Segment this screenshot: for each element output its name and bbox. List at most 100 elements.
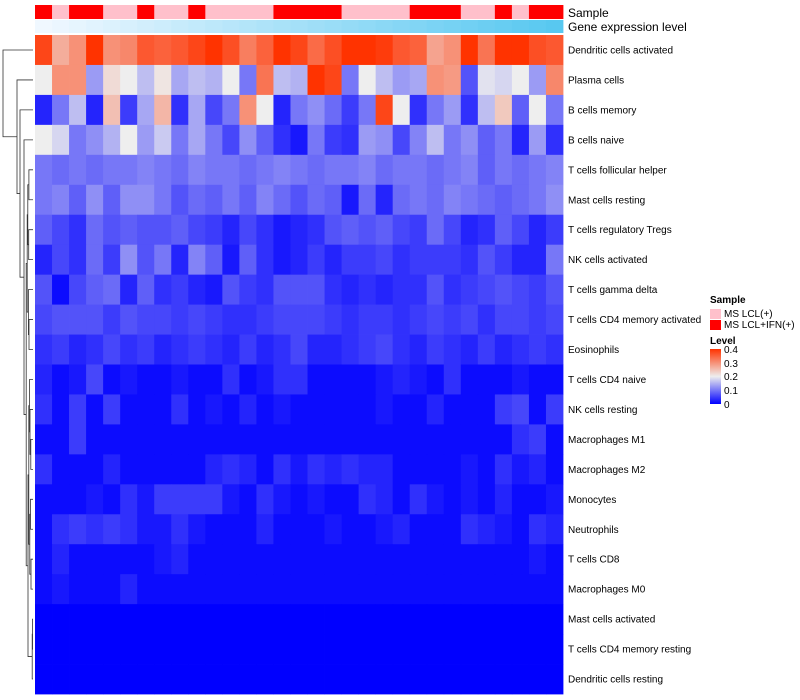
heatmap-cell bbox=[528, 364, 547, 395]
heatmap-cell bbox=[188, 184, 206, 216]
heatmap-cell bbox=[86, 574, 104, 605]
heatmap-cell bbox=[154, 484, 172, 515]
heatmap-cell bbox=[103, 35, 121, 66]
heatmap-cell bbox=[154, 184, 172, 216]
heatmap-cell bbox=[120, 544, 138, 575]
heatmap-cell bbox=[528, 244, 547, 276]
heatmap-cell bbox=[528, 334, 547, 365]
heatmap-cell bbox=[52, 634, 70, 665]
heatmap-cell bbox=[35, 424, 53, 455]
heatmap-cell bbox=[545, 124, 564, 156]
heatmap-cell bbox=[273, 35, 291, 66]
heatmap-cell bbox=[392, 454, 411, 485]
heatmap-cell bbox=[545, 334, 564, 365]
heatmap-cell bbox=[171, 244, 189, 276]
heatmap-cell bbox=[409, 154, 428, 186]
heatmap-cell bbox=[358, 634, 377, 665]
heatmap-cell bbox=[460, 454, 479, 485]
heatmap-cell bbox=[528, 664, 547, 695]
heatmap-cell bbox=[103, 274, 121, 305]
row-label: Dendritic cells resting bbox=[568, 675, 663, 686]
heatmap-cell bbox=[545, 424, 564, 455]
heatmap-cell bbox=[392, 64, 411, 96]
heatmap-cell bbox=[256, 664, 274, 695]
heatmap-cell bbox=[69, 484, 87, 515]
heatmap-cell bbox=[188, 64, 206, 96]
heatmap-cell bbox=[392, 94, 411, 126]
heatmap-cell bbox=[171, 424, 189, 455]
heatmap-cell bbox=[103, 214, 121, 246]
heatmap-cell bbox=[341, 184, 360, 216]
heatmap-cell bbox=[341, 304, 360, 335]
heatmap-cell bbox=[358, 274, 377, 305]
heatmap-cell bbox=[392, 214, 411, 246]
heatmap-cell bbox=[460, 364, 479, 395]
heatmap-cell bbox=[358, 574, 377, 605]
heatmap-cell bbox=[69, 544, 87, 575]
heatmap-cell bbox=[154, 664, 172, 695]
heatmap-cell bbox=[494, 35, 513, 66]
heatmap-cell bbox=[307, 424, 325, 455]
row-label: T cells CD8 bbox=[568, 555, 620, 566]
heatmap-cell bbox=[86, 334, 104, 365]
heatmap-cell bbox=[409, 94, 428, 126]
sample-annotation-cell bbox=[392, 5, 411, 19]
heatmap-cell bbox=[273, 664, 291, 695]
heatmap-cell bbox=[103, 664, 121, 695]
heatmap-cell bbox=[290, 604, 308, 635]
heatmap-cell bbox=[256, 154, 274, 186]
heatmap-cell bbox=[460, 274, 479, 305]
heatmap-cell bbox=[171, 514, 189, 545]
heatmap-cell bbox=[222, 484, 240, 515]
heatmap-cell bbox=[120, 274, 138, 305]
heatmap-cell bbox=[409, 514, 428, 545]
heatmap-cell bbox=[35, 574, 53, 605]
heatmap-cell bbox=[375, 124, 394, 156]
heatmap-cell bbox=[103, 514, 121, 545]
heatmap-cell bbox=[171, 214, 189, 246]
heatmap-cell bbox=[35, 544, 53, 575]
sample-annotation-cell bbox=[35, 5, 53, 19]
heatmap-cell bbox=[494, 64, 513, 96]
heatmap-cell bbox=[120, 214, 138, 246]
sample-annotation-cell bbox=[545, 5, 564, 19]
heatmap-cell bbox=[545, 604, 564, 635]
heatmap-cell bbox=[341, 484, 360, 515]
heatmap-cell bbox=[426, 544, 445, 575]
heatmap-cell bbox=[511, 184, 530, 216]
heatmap-cell bbox=[409, 544, 428, 575]
heatmap-cell bbox=[188, 274, 206, 305]
heatmap-cell bbox=[222, 35, 240, 66]
heatmap-cell bbox=[511, 64, 530, 96]
heatmap-cell bbox=[171, 184, 189, 216]
expression-annotation-cell bbox=[494, 20, 513, 33]
sample-annotation-cell bbox=[460, 5, 479, 19]
heatmap-cell bbox=[392, 334, 411, 365]
heatmap-cell bbox=[443, 64, 462, 96]
heatmap-cell bbox=[375, 634, 394, 665]
expression-annotation-cell bbox=[358, 20, 377, 33]
heatmap-cell bbox=[392, 274, 411, 305]
heatmap-cell bbox=[545, 214, 564, 246]
heatmap-cell bbox=[103, 304, 121, 335]
heatmap-cell bbox=[392, 634, 411, 665]
sample-annotation-cell bbox=[528, 5, 547, 19]
heatmap-cell bbox=[290, 214, 308, 246]
heatmap-cell bbox=[375, 64, 394, 96]
heatmap-cell bbox=[443, 154, 462, 186]
expression-annotation-cell bbox=[35, 20, 53, 33]
expression-annotation-cell bbox=[103, 20, 121, 33]
heatmap-cell bbox=[273, 124, 291, 156]
heatmap-cell bbox=[511, 634, 530, 665]
row-label: T cells regulatory Tregs bbox=[568, 225, 672, 236]
heatmap-cell bbox=[545, 94, 564, 126]
heatmap-cell bbox=[69, 364, 87, 395]
expression-annotation-cell bbox=[205, 20, 223, 33]
heatmap-cell bbox=[545, 664, 564, 695]
heatmap-cell bbox=[137, 304, 155, 335]
heatmap-cell bbox=[35, 244, 53, 276]
heatmap-cell bbox=[137, 424, 155, 455]
heatmap-cell bbox=[511, 274, 530, 305]
heatmap-cell bbox=[273, 634, 291, 665]
